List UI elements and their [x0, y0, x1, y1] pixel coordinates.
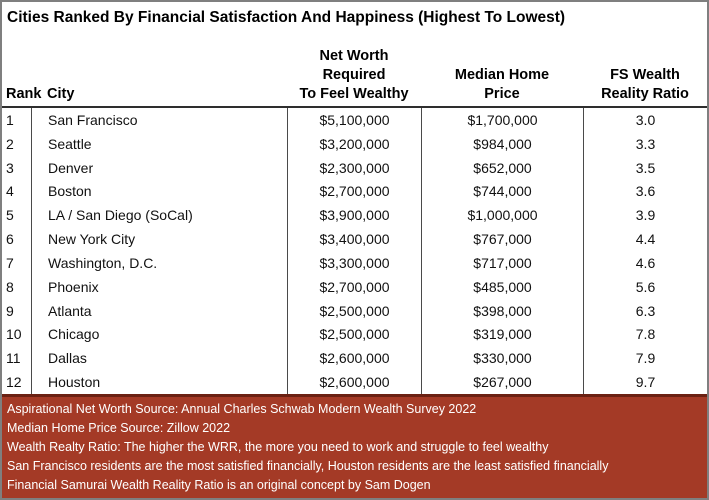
cell-rank: 12 [6, 374, 22, 391]
cell-city: Chicago [31, 322, 287, 347]
table-body: 1 San Francisco $5,100,000 $1,700,000 3.0 2 Se… [2, 108, 707, 394]
cell-rank: 9 [6, 302, 14, 319]
footnote-line: San Francisco residents are the most sat… [7, 458, 609, 473]
column-header-line: Price [484, 86, 520, 103]
table-header-row: Rank City Net Worth Required To Feel Wea… [2, 34, 707, 108]
table-row: 1 San Francisco $5,100,000 $1,700,000 3.0 [2, 108, 707, 132]
column-header-city: City [47, 86, 75, 103]
column-header-line: Median Home [454, 67, 550, 84]
cell-city: Phoenix [31, 274, 287, 299]
cell-city: Dallas [31, 346, 287, 371]
cell-net-worth: $2,300,000 [287, 155, 421, 180]
page-title: Cities Ranked By Financial Satisfaction … [7, 9, 566, 26]
cell-city: New York City [31, 227, 287, 251]
cell-city: LA / San Diego (SoCal) [31, 203, 287, 228]
column-header-line: To Feel Wealthy [299, 86, 409, 103]
cell-net-worth: $2,700,000 [287, 179, 421, 204]
footnotes: Aspirational Net Worth Source: Annual Ch… [2, 394, 707, 498]
table-row: 9 Atlanta $2,500,000 $398,000 6.3 [2, 298, 707, 323]
cell-median-home: $485,000 [421, 274, 583, 299]
cell-ratio: 3.3 [583, 131, 707, 156]
cell-rank: 1 [6, 111, 14, 128]
cell-ratio: 7.9 [583, 346, 707, 371]
cell-median-home: $652,000 [421, 155, 583, 180]
cell-rank: 5 [6, 207, 14, 224]
cell-ratio: 4.4 [583, 227, 707, 251]
footnote-line: Aspirational Net Worth Source: Annual Ch… [7, 401, 477, 416]
cell-rank: 8 [6, 278, 14, 295]
cell-rank: 2 [6, 135, 14, 152]
table-row: 3 Denver $2,300,000 $652,000 3.5 [2, 155, 707, 180]
cell-ratio: 5.6 [583, 274, 707, 299]
cell-rank: 11 [6, 350, 21, 367]
footnote-line: Wealth Realty Ratio: The higher the WRR,… [7, 439, 549, 454]
cell-ratio: 3.5 [583, 155, 707, 180]
column-header-fs-ratio: FS Wealth Reality Ratio [583, 66, 707, 104]
cell-net-worth: $2,500,000 [287, 322, 421, 347]
cell-median-home: $1,700,000 [421, 108, 583, 132]
column-header-rank: Rank [6, 86, 42, 103]
table-row: 11 Dallas $2,600,000 $330,000 7.9 [2, 346, 707, 371]
cell-city: San Francisco [31, 108, 287, 132]
column-header-median-home: Median Home Price [421, 66, 583, 104]
cell-ratio: 4.6 [583, 250, 707, 275]
cell-ratio: 3.6 [583, 179, 707, 204]
cell-rank: 4 [6, 183, 14, 200]
cell-rank: 6 [6, 231, 14, 248]
cell-median-home: $1,000,000 [421, 203, 583, 228]
cell-city: Seattle [31, 131, 287, 156]
column-header-line: Net Worth Required [319, 48, 389, 84]
cell-net-worth: $3,400,000 [287, 227, 421, 251]
cell-net-worth: $2,600,000 [287, 346, 421, 371]
cell-ratio: 3.9 [583, 203, 707, 228]
cell-median-home: $717,000 [421, 250, 583, 275]
cell-ratio: 6.3 [583, 298, 707, 323]
cell-net-worth: $3,200,000 [287, 131, 421, 156]
cell-median-home: $330,000 [421, 346, 583, 371]
table-row: 12 Houston $2,600,000 $267,000 9.7 [2, 370, 707, 394]
cell-city: Denver [31, 155, 287, 180]
cell-city: Washington, D.C. [31, 250, 287, 275]
column-header-net-worth: Net Worth Required To Feel Wealthy [287, 47, 421, 104]
cell-city: Boston [31, 179, 287, 204]
cell-rank: 10 [6, 326, 22, 343]
table-row: 4 Boston $2,700,000 $744,000 3.6 [2, 179, 707, 204]
cell-median-home: $398,000 [421, 298, 583, 323]
cell-median-home: $767,000 [421, 227, 583, 251]
cell-net-worth: $2,500,000 [287, 298, 421, 323]
footnote-line: Financial Samurai Wealth Reality Ratio i… [7, 477, 431, 492]
table-row: 10 Chicago $2,500,000 $319,000 7.8 [2, 322, 707, 347]
cell-ratio: 9.7 [583, 370, 707, 394]
cell-rank: 7 [6, 254, 14, 271]
cell-ratio: 7.8 [583, 322, 707, 347]
column-header-line: Reality Ratio [601, 86, 689, 103]
cell-median-home: $319,000 [421, 322, 583, 347]
cell-median-home: $984,000 [421, 131, 583, 156]
table-row: 8 Phoenix $2,700,000 $485,000 5.6 [2, 274, 707, 299]
cell-median-home: $267,000 [421, 370, 583, 394]
column-header-line: FS Wealth [610, 67, 680, 84]
cell-net-worth: $3,900,000 [287, 203, 421, 228]
table-row: 6 New York City $3,400,000 $767,000 4.4 [2, 227, 707, 251]
cell-net-worth: $5,100,000 [287, 108, 421, 132]
table-row: 5 LA / San Diego (SoCal) $3,900,000 $1,000,… [2, 203, 707, 228]
footnote-line: Median Home Price Source: Zillow 2022 [7, 420, 231, 435]
table-row: 2 Seattle $3,200,000 $984,000 3.3 [2, 131, 707, 156]
cell-city: Houston [31, 370, 287, 394]
table-row: 7 Washington, D.C. $3,300,000 $717,000 4.6 [2, 250, 707, 275]
cell-net-worth: $2,700,000 [287, 274, 421, 299]
cell-city: Atlanta [31, 298, 287, 323]
cell-net-worth: $3,300,000 [287, 250, 421, 275]
cell-ratio: 3.0 [583, 108, 707, 132]
cell-rank: 3 [6, 159, 14, 176]
cell-median-home: $744,000 [421, 179, 583, 204]
cell-net-worth: $2,600,000 [287, 370, 421, 394]
